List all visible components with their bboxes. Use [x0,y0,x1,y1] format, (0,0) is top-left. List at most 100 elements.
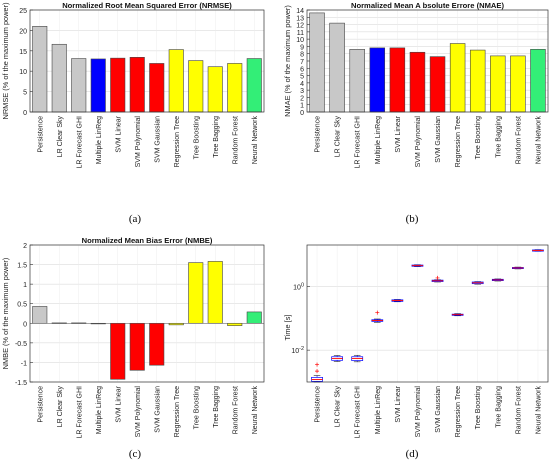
y-tick-label: 11 [297,30,304,37]
x-tick-label-regression-tree: Regression Tree [174,116,181,167]
y-tick-label: -0.5 [15,341,27,348]
x-tick-label-neural-network: Neural Network [535,386,542,435]
chart-title: Normalized Root Mean Squared Error (NRMS… [62,1,232,10]
bar-svm-polynomial [409,51,426,113]
bar-tree-bagging [207,261,223,324]
y-tick-label: -1.5 [15,380,27,387]
x-tick-label-neural-network: Neural Network [252,116,259,165]
y-tick-label: 0 [23,110,27,117]
y-tick-label: 1 [23,282,27,289]
x-tick-label-tree-bagging: Tree Bagging [495,386,502,428]
y-tick-label: -1 [21,360,27,367]
x-tick-label-persistence: Persistence [315,116,322,153]
x-tick-label-svm-gaussian: SVM Gaussian [435,116,442,163]
x-tick-label-lr-forecast-ghi: LR Forecast GHI [355,386,362,439]
y-tick-label: 100 [293,282,304,291]
x-tick-label-tree-bagging: Tree Bagging [213,386,220,428]
bar-svm-linear [389,47,406,113]
y-axis-label: NMAE (% of the maximum power) [283,5,292,117]
bar-svm-gaussian [429,56,446,113]
bar-random-forest [227,322,243,326]
x-tick-label-multiple-linreg: Multiple LinReg [96,116,103,164]
y-tick-label: 1.5 [17,263,27,270]
bar-persistence [309,12,325,113]
y-tick-label: 5 [23,90,27,97]
y-tick-label: 1 [300,103,304,110]
bar-svm-linear [110,322,126,380]
y-tick-label: 6 [300,66,304,73]
x-tick-label-tree-bagging: Tree Bagging [495,116,502,158]
axes-frame [306,244,549,383]
bar-random-forest [227,63,243,113]
x-tick-label-tree-boosting: Tree Boosting [193,386,200,429]
chart-title: Normalized Mean A bsolute Errore (NMAE) [351,1,504,10]
x-tick-label-neural-network: Neural Network [252,386,259,435]
x-tick-label-persistence: Persistence [37,386,44,423]
x-tick-label-random-forest: Random Forest [515,116,522,164]
chart-title: Normalized Mean Bias Error (NMBE) [82,236,213,245]
bar-tree-boosting [469,49,486,113]
bar-neural-network [246,311,262,324]
y-tick-label: 7 [300,59,304,66]
y-axis-label: NRMSE (% of the maximum power) [1,2,10,119]
bar-regression-tree [168,49,184,113]
y-tick-label: 12 [296,23,304,30]
y-tick-label: 3 [300,88,304,95]
y-tick-label: 8 [300,52,304,59]
panel-label-d: (d) [406,448,419,460]
y-tick-label: 0 [23,321,27,328]
y-tick-label: 2 [300,95,304,102]
x-tick-label-svm-polynomial: SVM Polynomial [135,386,142,438]
bar-random-forest [510,55,526,113]
outlier-svm-gaussian [435,275,440,280]
y-tick-exponent: 0 [301,282,304,288]
x-tick-label-svm-gaussian: SVM Gaussian [154,386,161,433]
bar-multiple-linreg [90,58,106,113]
bar-svm-linear [110,57,126,113]
y-tick-label: 0.5 [17,302,27,309]
x-tick-label-random-forest: Random Forest [515,386,522,434]
bar-svm-polynomial [129,57,145,113]
bar-neural-network [246,58,262,113]
x-tick-label-multiple-linreg: Multiple LinReg [375,116,382,164]
plot-area [307,245,548,382]
y-axis-label: NMBE (% of the maximum power) [1,258,10,370]
x-tick-label-svm-linear: SVM Linear [115,385,122,422]
x-tick-label-multiple-linreg: Multiple LinReg [375,386,382,434]
y-tick-label: 5 [300,74,304,81]
y-tick-label: 10 [296,37,304,44]
y-tick-exponent: -2 [299,346,304,352]
axes-frame [29,9,265,113]
plot-area [30,10,264,112]
x-tick-label-persistence: Persistence [315,386,322,423]
x-tick-label-svm-gaussian: SVM Gaussian [435,386,442,433]
panel-label-a: (a) [129,213,142,225]
outlier-multiple-linreg [375,310,380,315]
y-tick-label: 10 [19,69,27,76]
y-tick-label: 0 [300,110,304,117]
bar-svm-gaussian [149,322,165,366]
x-tick-label-persistence: Persistence [37,116,44,153]
y-tick-label: 9 [300,44,304,51]
x-tick-label-lr-clear-sky: LR Clear Sky [57,386,64,428]
outlier-persistence [315,369,320,374]
x-tick-label-multiple-linreg: Multiple LinReg [96,386,103,434]
nmbe-chart: -1.5 -1 -0.5 0 0.5 1 1.5 2 Persistence LR Clear S… [1,236,265,439]
bar-regression-tree [449,43,466,113]
plot-area [30,245,264,382]
bar-lr-forecast-ghi [349,49,365,113]
bar-lr-clear-sky [329,22,345,113]
x-tick-label-tree-bagging: Tree Bagging [213,116,220,158]
x-tick-label-svm-polynomial: SVM Polynomial [135,116,142,168]
x-tick-label-regression-tree: Regression Tree [455,386,462,437]
bar-tree-boosting [188,262,204,324]
bar-svm-gaussian [149,63,165,113]
bar-tree-bagging [490,55,506,113]
y-tick-label: 20 [19,28,27,35]
x-tick-label-lr-clear-sky: LR Clear Sky [335,386,342,428]
y-tick-label: 25 [19,8,27,15]
y-tick-label: 15 [19,49,27,56]
x-tick-label-regression-tree: Regression Tree [174,386,181,437]
